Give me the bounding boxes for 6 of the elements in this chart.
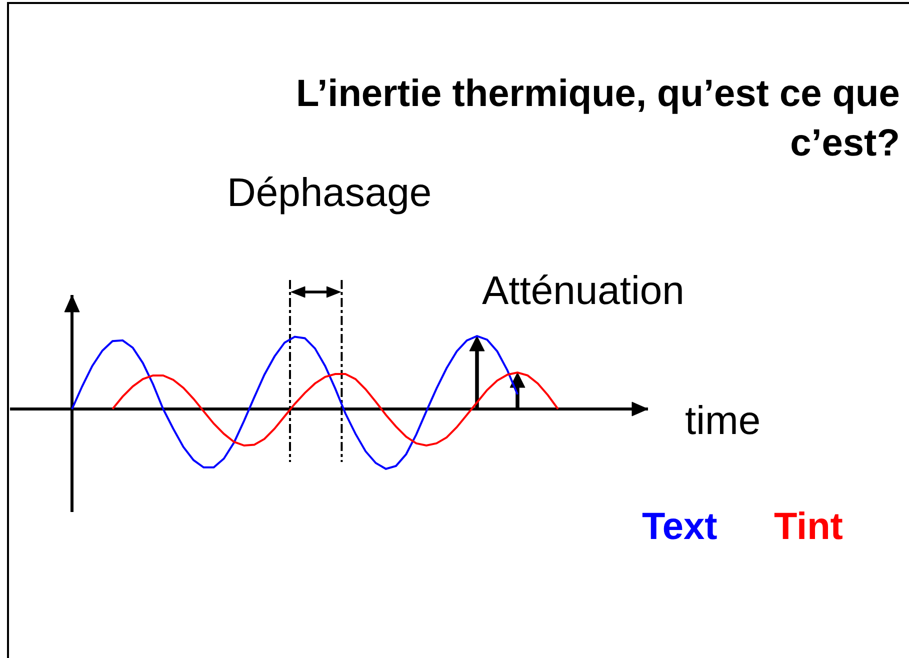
- text: Tint: [774, 506, 844, 548]
- text: Text: [642, 506, 718, 548]
- text: Atténuation: [482, 269, 684, 313]
- x-axis-title: time: [685, 399, 761, 443]
- chart-title: L’inertie thermique, qu’est ce que c’est?: [296, 72, 900, 164]
- text: Déphasage: [227, 171, 432, 215]
